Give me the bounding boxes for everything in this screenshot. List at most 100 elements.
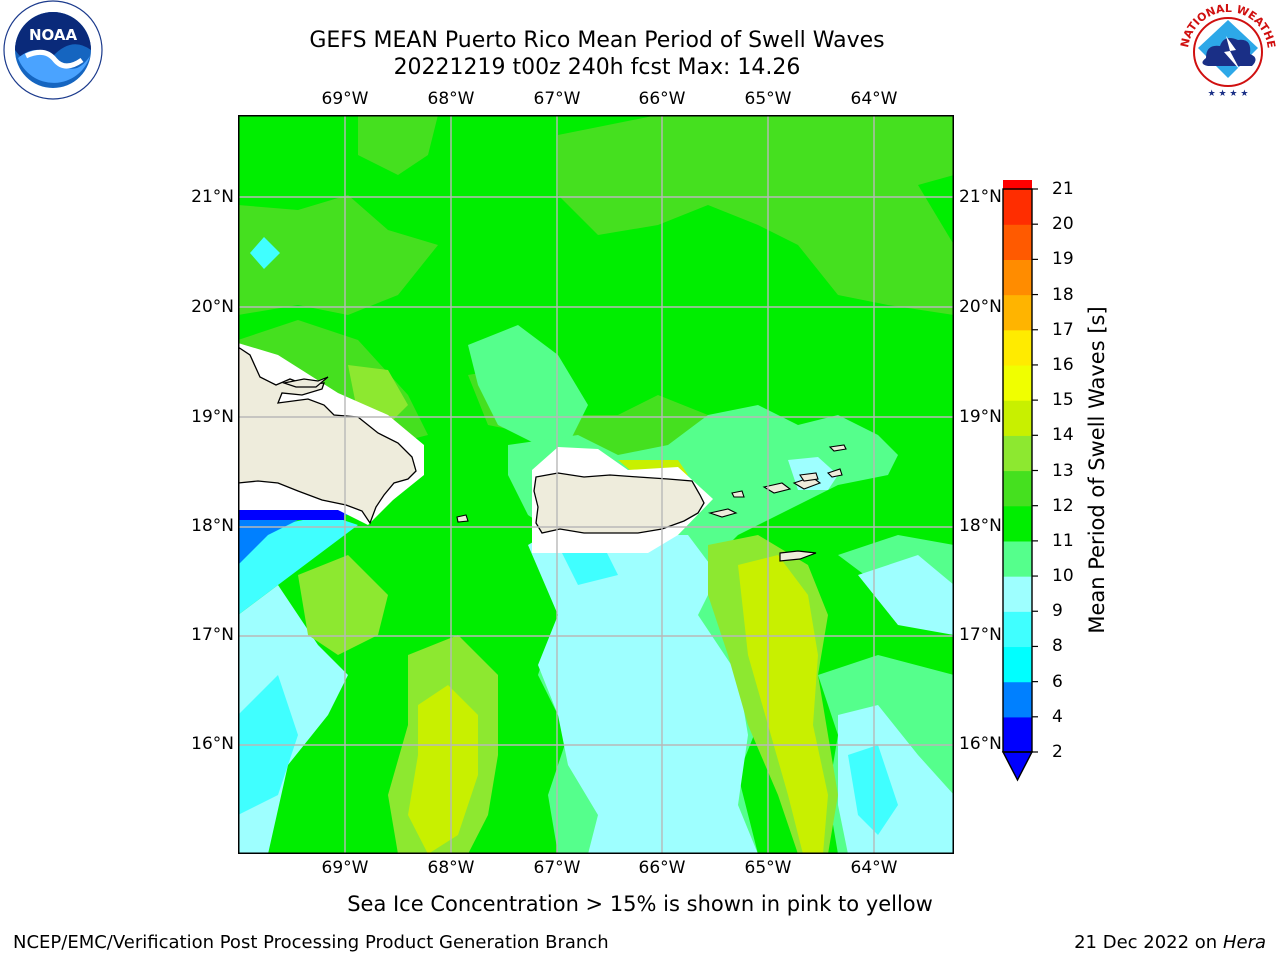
colorbar-segment [1003, 435, 1032, 472]
colorbar-tick-labels: 21 20 19 18 17 16 15 14 13 12 11 10 9 8 6 4 2 [1052, 179, 1092, 790]
colorbar-tick-label: 6 [1052, 671, 1063, 692]
lat-label-left: 21°N [191, 187, 234, 207]
swell-region [738, 555, 828, 854]
colorbar-tickmarks [1032, 188, 1038, 753]
swell-region [298, 555, 388, 655]
colorbar-segment [1003, 611, 1032, 648]
land-st-thomas [762, 482, 792, 494]
swell-region [358, 115, 438, 175]
swell-region [858, 555, 954, 635]
colorbar-tick-label: 13 [1052, 460, 1074, 481]
land-culebra [731, 490, 745, 498]
colorbar-segment [1003, 189, 1032, 225]
colorbar-label: Mean Period of Swell Waves [s] [1085, 306, 1109, 634]
land-anegada [828, 444, 847, 452]
lat-label-left: 16°N [191, 734, 234, 754]
colorbar-segment [1003, 400, 1032, 436]
lat-label-right: 19°N [959, 407, 1002, 427]
land-tortola [799, 472, 819, 482]
swell-region [848, 745, 898, 835]
lon-label-bottom: 67°W [533, 858, 581, 878]
lat-label-right: 16°N [959, 734, 1002, 754]
map-frame [238, 115, 954, 854]
colorbar-segment [1003, 153, 1032, 190]
colorbar-segment [1003, 646, 1032, 683]
lon-label-bottom: 65°W [744, 858, 792, 878]
svg-text:★ ★ ★ ★: ★ ★ ★ ★ [1208, 89, 1249, 99]
lon-label-top: 66°W [638, 89, 686, 109]
colorbar-segment [1003, 329, 1032, 366]
map-plot [237, 115, 954, 854]
noaa-logo-text: NOAA [29, 26, 78, 44]
map-svg [237, 115, 954, 854]
swell-region [238, 195, 438, 315]
footer-date: 21 Dec 2022 on Hera [1074, 932, 1266, 954]
colorbar-segment [1003, 364, 1032, 401]
graticule [238, 115, 954, 854]
colorbar-tick-label: 16 [1052, 354, 1074, 375]
lon-label-top: 67°W [533, 89, 581, 109]
noaa-logo: NOAA [0, 0, 104, 100]
lat-label-right: 21°N [959, 187, 1002, 207]
colorbar-segment [1003, 224, 1032, 260]
colorbar-segment [1003, 470, 1032, 507]
land-virgin-gorda [826, 468, 843, 478]
lat-label-right: 20°N [959, 297, 1002, 317]
lat-label-right: 18°N [959, 516, 1002, 536]
lon-label-bottom: 69°W [321, 858, 369, 878]
chart-subtitle: 20221219 t00z 240h fcst Max: 14.26 [393, 55, 801, 80]
colorbar-extend-arrow [1001, 751, 1034, 782]
colorbar-tick-label: 8 [1052, 636, 1063, 657]
footer-date-text: 21 Dec 2022 on [1074, 932, 1218, 953]
swell-region [468, 325, 588, 445]
swell-region [558, 115, 954, 315]
lat-label-left: 19°N [191, 407, 234, 427]
nws-logo: NATIONAL WEATHER SERVICE ★ ★ ★ ★ [1172, 0, 1280, 100]
lon-label-bottom: 68°W [427, 858, 475, 878]
lat-label-right: 17°N [959, 625, 1002, 645]
land-mona-island [456, 514, 469, 523]
lon-label-top: 68°W [427, 89, 475, 109]
lon-label-top: 64°W [850, 89, 898, 109]
footer-branch: NCEP/EMC/Verification Post Processing Pr… [13, 932, 609, 953]
chart-title: GEFS MEAN Puerto Rico Mean Period of Swe… [309, 28, 885, 53]
colorbar-segments [1003, 153, 1032, 753]
swell-region [238, 515, 358, 615]
swell-region [250, 237, 280, 269]
lat-label-left: 17°N [191, 625, 234, 645]
colorbar-tick-label: 10 [1052, 566, 1074, 587]
lon-label-bottom: 64°W [850, 858, 898, 878]
lon-label-bottom: 66°W [638, 858, 686, 878]
colorbar-tick-label: 20 [1052, 214, 1074, 235]
colorbar-tick-label: 21 [1052, 179, 1074, 199]
colorbar-segment [1003, 716, 1032, 753]
land-vieques [707, 508, 738, 518]
colorbar-segment [1003, 505, 1032, 542]
colorbar-tick-label: 12 [1052, 495, 1074, 516]
land-st-croix [779, 550, 817, 562]
lon-label-top: 65°W [744, 89, 792, 109]
colorbar-segment [1003, 294, 1032, 331]
colorbar-segment [1003, 576, 1032, 612]
colorbar-tick-label: 9 [1052, 601, 1063, 622]
colorbar [996, 153, 1046, 790]
swell-region [528, 515, 758, 854]
lon-label-top: 69°W [321, 89, 369, 109]
footer-machine: Hera [1222, 932, 1266, 953]
colorbar-segment [1003, 259, 1032, 296]
swell-region [408, 685, 478, 854]
colorbar-tick-label: 4 [1052, 706, 1063, 727]
colorbar-tick-label: 11 [1052, 530, 1074, 551]
lat-label-left: 20°N [191, 297, 234, 317]
colorbar-tick-label: 19 [1052, 249, 1074, 270]
colorbar-tick-label: 15 [1052, 390, 1074, 411]
colorbar-segment [1003, 540, 1032, 577]
colorbar-segment [1003, 681, 1032, 718]
colorbar-tick-label: 18 [1052, 284, 1074, 305]
land-tortuga [281, 376, 329, 388]
sea-ice-note: Sea Ice Concentration > 15% is shown in … [347, 892, 933, 916]
colorbar-tick-label: 2 [1052, 742, 1063, 762]
colorbar-tick-label: 14 [1052, 425, 1074, 446]
colorbar-tick-label: 17 [1052, 319, 1074, 340]
lat-label-left: 18°N [191, 516, 234, 536]
